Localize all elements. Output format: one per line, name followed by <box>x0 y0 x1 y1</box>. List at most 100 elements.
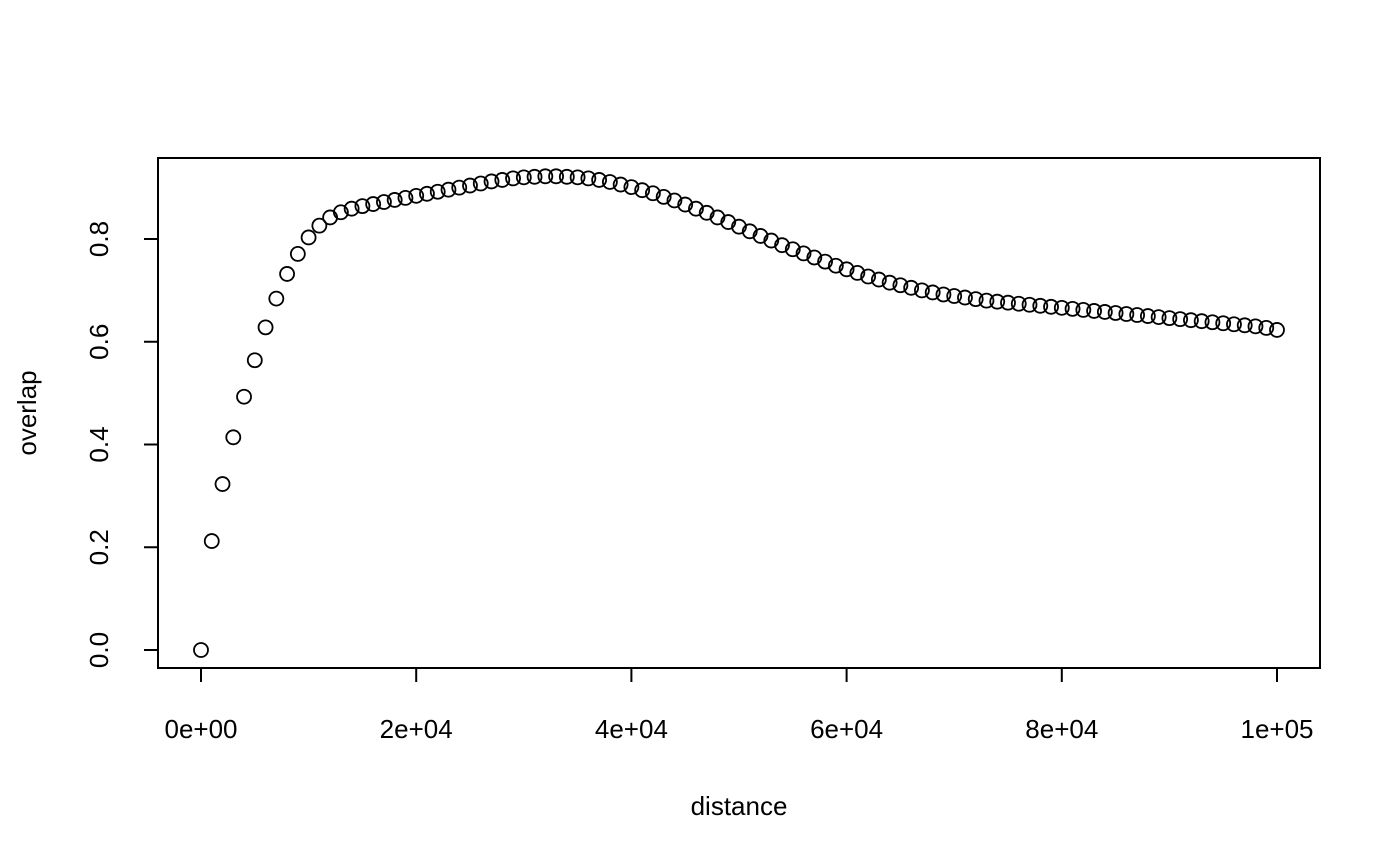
data-point <box>1247 318 1264 335</box>
data-point <box>397 189 414 206</box>
data-point <box>214 476 231 492</box>
data-point <box>1043 298 1059 315</box>
data-point <box>451 179 468 196</box>
x-tick-label: 6e+04 <box>810 714 883 744</box>
data-point <box>343 200 360 217</box>
data-point <box>709 209 726 226</box>
data-point <box>946 288 963 304</box>
y-tick-label: 0.0 <box>84 632 114 668</box>
data-point <box>827 257 844 274</box>
data-point <box>989 293 1006 310</box>
data-point <box>655 188 672 205</box>
data-point <box>957 289 973 306</box>
data-point <box>569 169 586 186</box>
data-point <box>279 266 295 282</box>
data-point <box>1172 311 1189 328</box>
data-point <box>494 172 511 188</box>
data-point <box>1183 312 1199 329</box>
data-point <box>1096 304 1113 320</box>
y-axis: 0.0 0.2 0.4 0.6 0.8 <box>84 221 159 668</box>
x-tick-label: 4e+04 <box>595 714 668 744</box>
data-point <box>1236 317 1253 334</box>
data-point <box>634 182 651 199</box>
data-point <box>849 265 866 281</box>
data-point <box>472 175 489 192</box>
data-point <box>311 217 328 234</box>
data-point <box>817 253 833 270</box>
data-point <box>774 237 790 254</box>
data-point <box>795 245 812 262</box>
data-point <box>1129 307 1146 323</box>
data-point <box>1150 309 1167 325</box>
data-points <box>193 168 1285 658</box>
x-axis: 0e+00 2e+04 4e+04 6e+04 8e+04 1e+05 <box>164 667 1314 744</box>
data-point <box>741 223 758 240</box>
data-point <box>784 241 801 258</box>
data-point <box>1139 308 1156 324</box>
data-point <box>1193 313 1210 330</box>
data-point <box>548 168 564 185</box>
data-point <box>752 228 769 244</box>
data-point <box>1215 315 1232 332</box>
data-point <box>591 172 608 188</box>
data-point <box>1021 296 1038 313</box>
data-point <box>386 192 403 208</box>
data-point <box>1086 303 1102 319</box>
data-point <box>300 229 317 246</box>
data-point <box>720 214 737 230</box>
x-axis-label: distance <box>691 791 788 821</box>
data-point <box>558 168 575 185</box>
data-point <box>677 196 694 213</box>
data-point <box>537 168 554 185</box>
data-point <box>935 286 952 303</box>
data-point <box>1258 319 1275 336</box>
data-point <box>860 268 877 285</box>
data-point <box>1107 305 1124 321</box>
y-tick-label: 0.4 <box>84 426 114 462</box>
data-point <box>924 284 941 301</box>
x-tick-label: 0e+00 <box>164 714 237 744</box>
data-point <box>483 173 500 190</box>
data-point <box>1032 297 1049 314</box>
data-point <box>1010 295 1027 312</box>
data-point <box>268 290 285 307</box>
y-tick-label: 0.8 <box>84 221 114 257</box>
data-point <box>914 282 930 299</box>
data-point <box>354 198 371 215</box>
data-point <box>1000 294 1016 311</box>
y-tick-label: 0.2 <box>84 529 114 565</box>
data-point <box>601 174 618 190</box>
data-point <box>978 292 995 309</box>
data-point <box>1064 300 1081 317</box>
data-point <box>419 185 435 202</box>
y-tick-label: 0.6 <box>84 324 114 360</box>
data-point <box>515 169 532 186</box>
data-point <box>440 181 457 198</box>
x-tick-label: 2e+04 <box>380 714 453 744</box>
data-point <box>881 274 898 291</box>
data-point <box>505 170 521 187</box>
data-point <box>289 245 306 262</box>
data-point <box>623 179 640 196</box>
data-point <box>612 176 629 193</box>
data-point <box>1075 301 1092 318</box>
data-point <box>870 271 887 288</box>
data-point <box>666 192 683 209</box>
data-point <box>225 429 242 446</box>
data-point <box>203 533 220 549</box>
data-point <box>731 218 747 235</box>
data-point <box>236 388 252 405</box>
x-tick-label: 8e+04 <box>1025 714 1098 744</box>
data-point <box>332 204 349 221</box>
data-point <box>462 177 478 194</box>
data-point <box>763 232 780 249</box>
data-point <box>193 642 209 658</box>
data-point <box>408 187 425 204</box>
data-point <box>806 249 823 266</box>
data-point <box>365 196 382 212</box>
x-tick-label: 1e+05 <box>1240 714 1313 744</box>
data-point <box>1226 316 1242 333</box>
data-point <box>688 200 704 217</box>
data-point <box>246 352 263 369</box>
